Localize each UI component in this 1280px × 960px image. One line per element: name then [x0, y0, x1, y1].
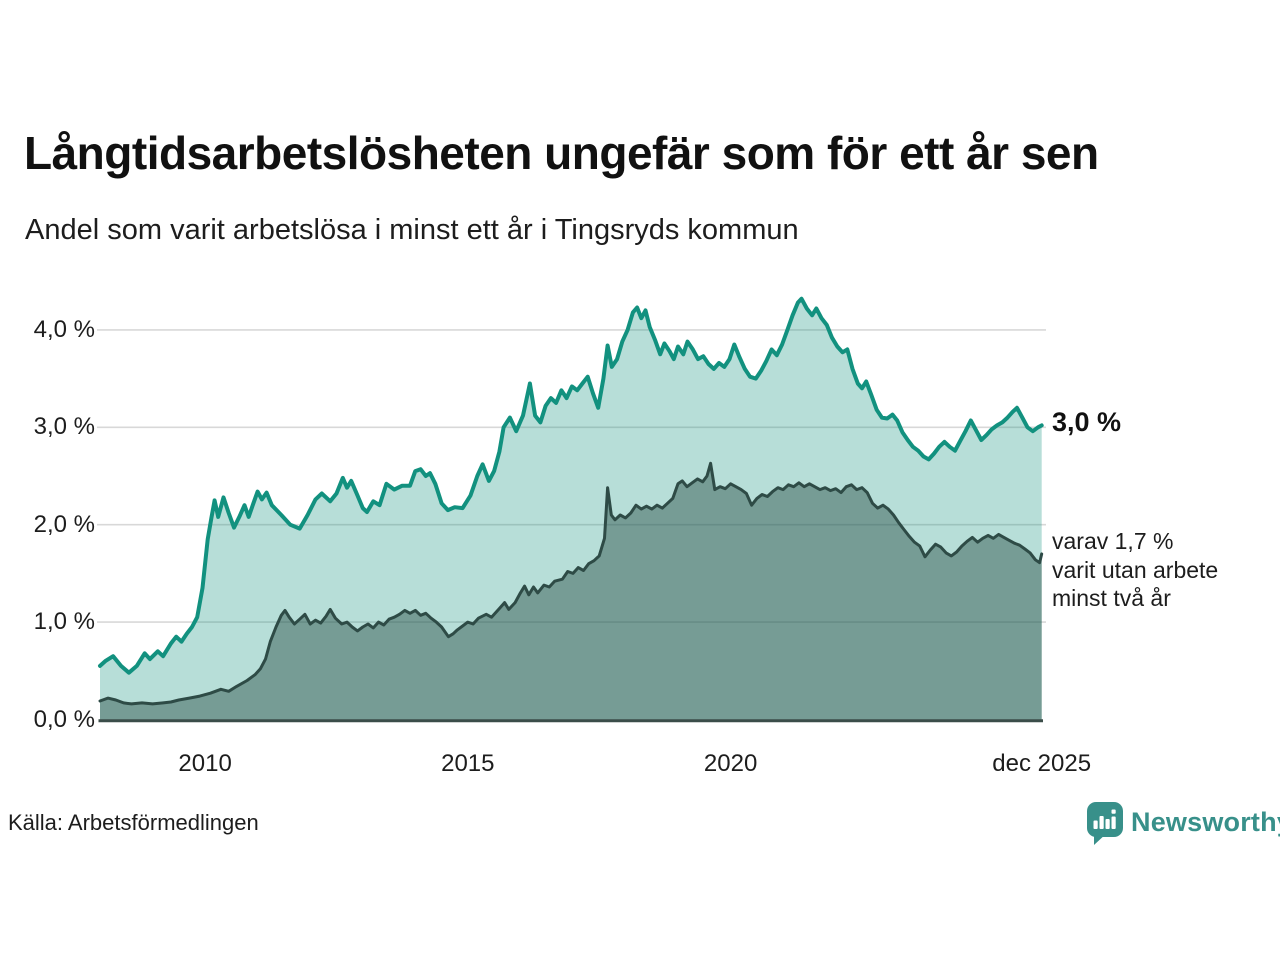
annotation-line: varit utan arbete [1052, 556, 1219, 583]
y-tick-label: 4,0 % [33, 315, 95, 343]
area-arbetslosa-minst-ett-ar [100, 298, 1042, 721]
newsworthy-logo-icon [1087, 802, 1123, 845]
newsworthy-logo-text: Newsworthy [1131, 807, 1280, 837]
x-tick-label: 2010 [178, 750, 232, 777]
y-tick-label: 1,0 % [33, 608, 95, 636]
y-tick-label: 2,0 % [33, 510, 95, 538]
x-tick-label: 2015 [441, 750, 495, 777]
annotation-line: varav 1,7 % [1052, 528, 1174, 554]
y-tick-label: 3,0 % [33, 413, 95, 441]
annotation-line: minst två år [1052, 585, 1171, 611]
secondary-series-annotation: varav 1,7 % varit utan arbete minst två … [1052, 527, 1218, 613]
end-value-label: 3,0 % [1052, 407, 1122, 437]
y-tick-label: 0,0 % [33, 705, 95, 733]
x-tick-label: dec 2025 [992, 750, 1092, 777]
x-tick-label: 2020 [703, 750, 758, 777]
area-varav-utan-arbete-minst-tva-ar [100, 463, 1042, 721]
source-label: Källa: Arbetsförmedlingen [8, 810, 259, 835]
chart-title: Långtidsarbetslösheten ungefär som för e… [24, 127, 1099, 179]
line-varav-utan-arbete-minst-tva-ar [98, 461, 1044, 706]
newsworthy-logo: Newsworthy [1086, 801, 1280, 845]
chart-subtitle: Andel som varit arbetslösa i minst ett å… [25, 214, 799, 246]
line-arbetslosa-minst-ett-ar [98, 296, 1044, 675]
